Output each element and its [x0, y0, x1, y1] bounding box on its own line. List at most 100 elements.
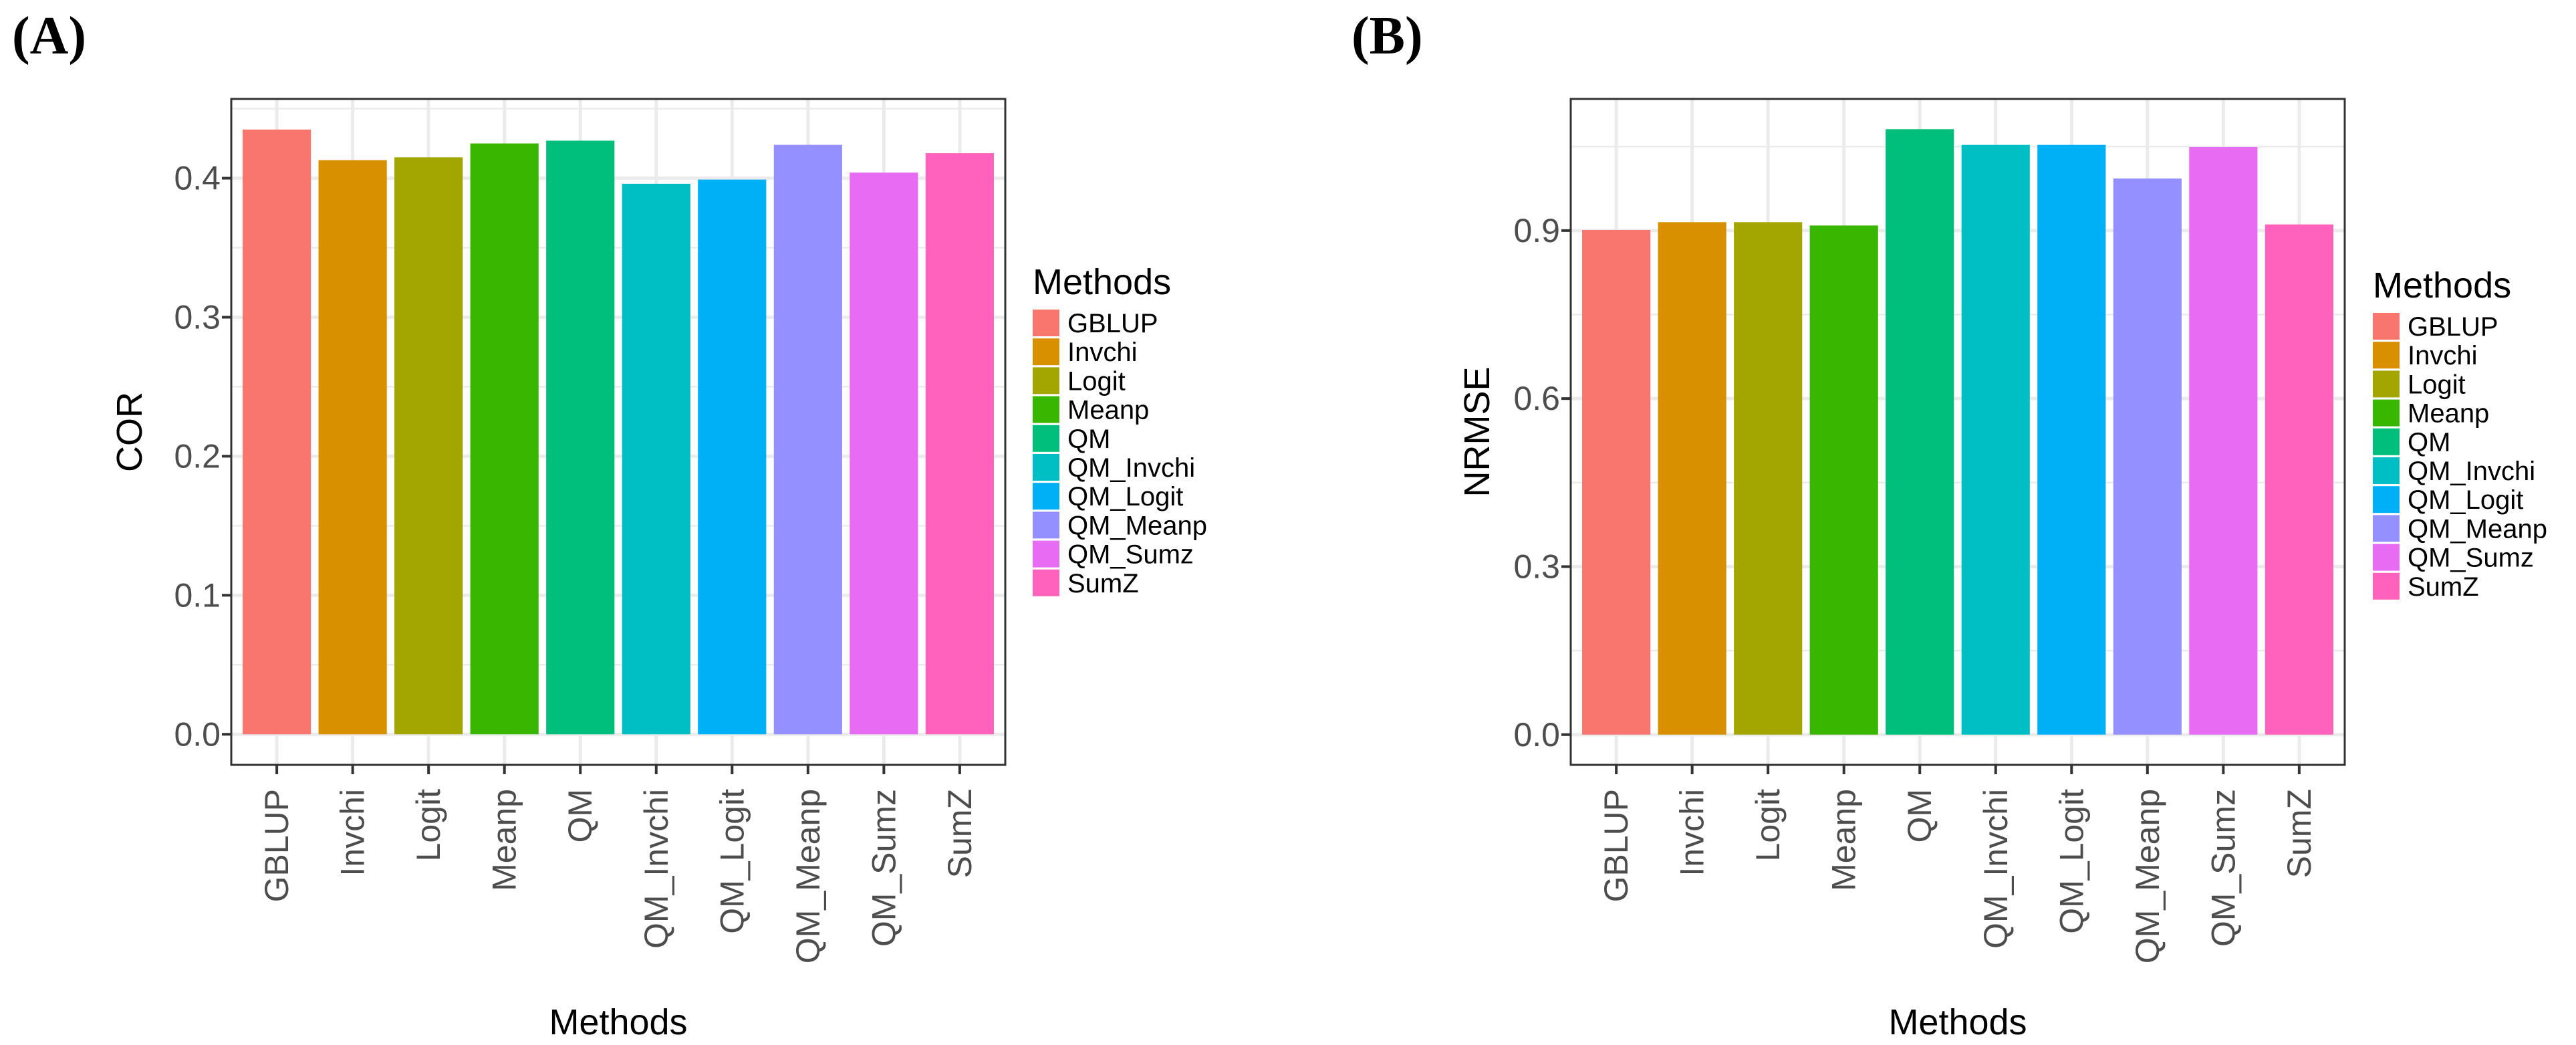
legend-label: GBLUP — [1067, 309, 1158, 338]
x-tick-label: GBLUP — [1597, 789, 1635, 903]
x-tick-label: SumZ — [941, 789, 979, 878]
bar-qm-sumz — [850, 172, 918, 735]
legend-label: QM_Invchi — [2408, 457, 2535, 486]
x-tick-label: Invchi — [334, 789, 372, 877]
x-tick-label: GBLUP — [258, 789, 295, 903]
y-axis-title: NRMSE — [1457, 366, 1497, 497]
legend-swatch — [1033, 540, 1059, 568]
y-tick-label: 0.0 — [174, 715, 221, 753]
x-tick-label: QM — [1901, 789, 1938, 843]
legend-label: Logit — [2408, 370, 2466, 399]
bar-qm-sumz — [2189, 147, 2258, 735]
legend-swatch — [1033, 569, 1059, 596]
legend-swatch — [1033, 396, 1059, 423]
legend-label: Meanp — [1067, 396, 1149, 425]
legend-swatch — [2373, 342, 2400, 369]
legend-swatch — [2373, 515, 2400, 542]
legend-label: QM_Meanp — [2408, 514, 2547, 544]
legend-swatch — [1033, 310, 1059, 336]
x-tick-label: QM_Logit — [713, 789, 751, 934]
legend-label: QM_Logit — [1067, 482, 1183, 511]
legend-label: QM — [2408, 428, 2450, 457]
legend-label: QM_Logit — [2408, 485, 2523, 515]
legend-swatch — [2373, 572, 2400, 600]
bar-gblup — [1582, 230, 1651, 735]
legend-swatch — [1033, 367, 1059, 394]
x-tick-label: QM_Invchi — [1977, 789, 2015, 949]
legend-swatch — [2373, 313, 2400, 340]
legend-swatch — [1033, 483, 1059, 510]
bar-invchi — [1658, 222, 1726, 735]
legend-swatch — [2373, 428, 2400, 455]
x-axis-title: Methods — [1888, 1002, 2027, 1042]
bar-gblup — [243, 129, 311, 735]
bar-qm-logit — [698, 179, 767, 735]
x-tick-label: Meanp — [486, 789, 523, 891]
legend-label: QM_Invchi — [1067, 453, 1195, 483]
bar-logit — [1734, 222, 1803, 735]
legend-label: Invchi — [1067, 338, 1138, 367]
legend-title: Methods — [1033, 262, 1171, 302]
x-tick-label: QM_Sumz — [865, 789, 902, 947]
y-tick-label: 0.4 — [174, 160, 221, 197]
x-axis-title: Methods — [549, 1002, 687, 1042]
legend-label: Logit — [1067, 366, 1126, 396]
legend-swatch — [1033, 338, 1059, 366]
legend-label: Meanp — [2408, 399, 2489, 429]
legend-swatch — [1033, 454, 1059, 481]
legend-swatch — [1033, 425, 1059, 452]
panel-border — [1569, 98, 2346, 766]
legend-label: GBLUP — [2408, 312, 2498, 342]
bar-qm-meanp — [773, 144, 842, 735]
legend-label: QM_Meanp — [1067, 511, 1207, 540]
legend-swatch — [2373, 399, 2400, 427]
legend-label: Invchi — [2408, 341, 2478, 370]
legend-swatch — [2373, 544, 2400, 571]
x-tick-label: Logit — [410, 789, 447, 862]
legend-swatch — [2373, 486, 2400, 513]
panel-label: (A) — [12, 7, 86, 66]
x-tick-label: QM_Logit — [2053, 789, 2090, 934]
legend-label: QM — [1067, 425, 1110, 454]
x-tick-label: Invchi — [1674, 789, 1711, 877]
bar-qm-invchi — [622, 183, 690, 735]
legend-label: QM_Sumz — [1067, 540, 1194, 570]
y-tick-label: 0.1 — [174, 576, 221, 614]
y-tick-label: 0.2 — [174, 437, 221, 475]
bar-sumz — [925, 153, 994, 735]
x-tick-label: QM_Meanp — [2129, 789, 2166, 963]
bar-logit — [394, 157, 463, 735]
y-axis-title: COR — [110, 392, 150, 472]
legend-label: SumZ — [1067, 569, 1139, 598]
y-tick-label: 0.6 — [1513, 380, 1560, 417]
y-tick-label: 0.0 — [1513, 716, 1560, 753]
x-tick-label: SumZ — [2281, 789, 2318, 878]
bar-qm — [546, 140, 615, 735]
bar-qm-logit — [2037, 144, 2106, 735]
bar-qm-meanp — [2113, 178, 2182, 735]
legend-label: SumZ — [2408, 572, 2479, 602]
bar-invchi — [318, 160, 387, 735]
legend-swatch — [1033, 511, 1059, 539]
legend-swatch — [2373, 370, 2400, 398]
legend-swatch — [2373, 457, 2400, 484]
legend: MethodsGBLUPInvchiLogitMeanpQMQM_InvchiQ… — [1033, 262, 1207, 598]
x-tick-label: QM_Meanp — [789, 789, 827, 963]
legend: MethodsGBLUPInvchiLogitMeanpQMQM_InvchiQ… — [2373, 265, 2547, 602]
bar-meanp — [470, 143, 539, 735]
bar-meanp — [1809, 225, 1878, 735]
bar-sumz — [2265, 224, 2333, 735]
legend-title: Methods — [2373, 265, 2511, 306]
panel-label: (B) — [1351, 7, 1423, 66]
x-tick-label: QM_Sumz — [2204, 789, 2242, 947]
x-tick-label: Logit — [1749, 789, 1787, 862]
x-tick-label: QM_Invchi — [638, 789, 675, 949]
bar-qm — [1886, 129, 1954, 735]
y-tick-label: 0.9 — [1513, 212, 1560, 249]
panel-border — [230, 98, 1007, 766]
y-tick-label: 0.3 — [1513, 548, 1560, 585]
x-tick-label: Meanp — [1825, 789, 1863, 891]
